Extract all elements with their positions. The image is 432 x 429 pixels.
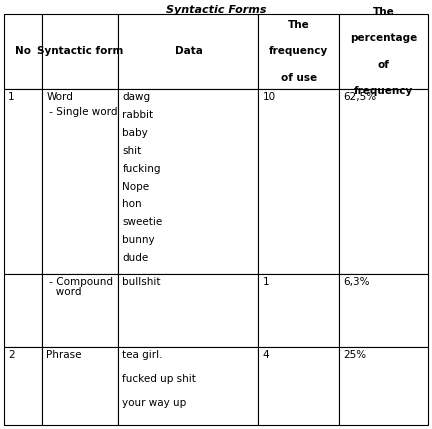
Text: Data: Data (175, 46, 202, 57)
Text: bunny: bunny (123, 235, 155, 245)
Text: The

frequency

of use: The frequency of use (269, 20, 328, 83)
Bar (258, 89, 339, 274)
Text: dude: dude (123, 253, 149, 263)
Text: your way up: your way up (123, 398, 187, 408)
Bar (339, 89, 428, 274)
Bar (118, 14, 258, 89)
Text: The

percentage

of

frequency: The percentage of frequency (350, 7, 417, 96)
Text: 2: 2 (8, 350, 15, 360)
Text: 25%: 25% (343, 350, 366, 360)
Text: 10: 10 (262, 92, 276, 102)
Bar (339, 14, 428, 89)
Text: - Compound: - Compound (46, 277, 113, 287)
Text: sweetie: sweetie (123, 218, 163, 227)
Bar (42, 274, 118, 347)
Bar (42, 14, 118, 89)
Bar (4, 274, 42, 347)
Text: bullshit: bullshit (123, 277, 161, 287)
Bar (339, 274, 428, 347)
Text: - Single word: - Single word (46, 107, 118, 117)
Text: No: No (15, 46, 31, 57)
Text: 1: 1 (8, 92, 15, 102)
Text: word: word (46, 287, 82, 297)
Text: 6,3%: 6,3% (343, 277, 369, 287)
Text: 4: 4 (262, 350, 269, 360)
Bar (4, 347, 42, 425)
Text: shit: shit (123, 146, 142, 156)
Text: Nope: Nope (123, 181, 149, 191)
Bar (42, 89, 118, 274)
Text: Word: Word (46, 92, 73, 102)
Bar (118, 347, 258, 425)
Bar (42, 347, 118, 425)
Text: Syntactic form: Syntactic form (37, 46, 124, 57)
Text: Syntactic Forms: Syntactic Forms (166, 5, 266, 15)
Text: dawg: dawg (123, 92, 151, 102)
Text: baby: baby (123, 128, 148, 138)
Text: 62,5%: 62,5% (343, 92, 376, 102)
Bar (258, 14, 339, 89)
Bar (4, 89, 42, 274)
Text: tea girl.: tea girl. (123, 350, 163, 360)
Text: hon: hon (123, 199, 142, 209)
Bar (258, 347, 339, 425)
Bar (258, 274, 339, 347)
Bar (118, 274, 258, 347)
Text: rabbit: rabbit (123, 110, 154, 120)
Text: fucking: fucking (123, 163, 161, 174)
Bar (339, 347, 428, 425)
Text: fucked up shit: fucked up shit (123, 374, 197, 384)
Text: 1: 1 (262, 277, 269, 287)
Bar (118, 89, 258, 274)
Text: Phrase: Phrase (46, 350, 82, 360)
Bar (4, 14, 42, 89)
